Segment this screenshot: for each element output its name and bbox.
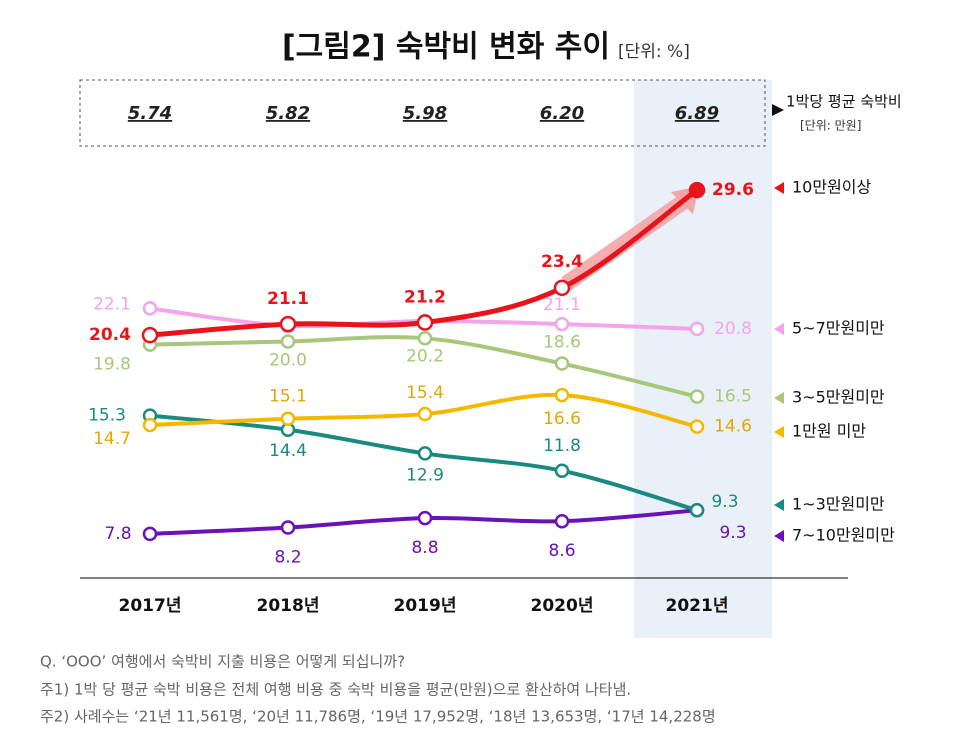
legend-label: 10만원이상 (792, 178, 872, 197)
data-label: 7.8 (104, 524, 131, 544)
data-point (554, 513, 570, 529)
x-tick-label: 2017년 (119, 596, 182, 616)
data-label: 15.4 (406, 383, 444, 403)
legend-arrow (774, 530, 784, 542)
data-label: 8.6 (548, 541, 575, 561)
note: 주2) 사례수는 ‘21년 11,561명, ‘20년 11,786명, ‘19… (40, 708, 716, 726)
data-point (280, 520, 296, 535)
legend-arrow (774, 323, 784, 335)
data-point (417, 406, 433, 422)
data-point (417, 446, 433, 461)
average-value: 6.89 (675, 103, 719, 124)
legend-label: 1만원 미만 (792, 422, 866, 441)
legend-arrow (774, 182, 784, 194)
x-tick-label: 2018년 (257, 596, 320, 616)
data-point (554, 356, 570, 371)
average-value: 6.20 (540, 103, 584, 124)
data-label: 21.1 (543, 295, 581, 315)
data-point (554, 316, 570, 332)
average-arrow (772, 104, 784, 116)
average-value: 5.98 (403, 103, 447, 124)
note: 주1) 1박 당 평균 숙박 비용은 전체 여행 비용 중 숙박 비용을 평균(… (40, 681, 631, 699)
data-label: 22.1 (93, 294, 131, 314)
legend-label: 7~10만원미만 (792, 526, 895, 545)
data-label: 15.3 (88, 406, 126, 426)
data-point (416, 314, 434, 331)
data-label: 14.7 (93, 429, 131, 449)
plot: 7.8 8.2 8.8 8.6 9.3 7~10만원미만 15.3 14.4 12.9 11.8 9… (88, 178, 895, 568)
x-tick-label: 2019년 (394, 596, 457, 616)
x-tick-label: 2021년 (666, 596, 729, 616)
data-point (417, 331, 433, 346)
data-point (689, 419, 705, 434)
data-label: 15.1 (269, 387, 307, 407)
data-label: 29.6 (712, 180, 754, 200)
data-point (280, 334, 296, 349)
data-label: 20.0 (269, 350, 307, 370)
chart-title: [그림2] 숙박비 변화 추이 (282, 30, 610, 65)
data-label: 9.3 (711, 492, 738, 512)
data-point (141, 326, 159, 344)
data-label: 16.5 (714, 387, 752, 407)
data-point (689, 389, 705, 404)
legend-arrow (774, 392, 784, 404)
data-point (280, 411, 296, 426)
data-label: 8.8 (411, 538, 438, 558)
legend-label: 3~5만원미만 (792, 388, 885, 407)
data-point (554, 387, 570, 403)
average-value: 5.74 (128, 103, 172, 124)
data-point (688, 181, 706, 199)
data-label: 11.8 (543, 436, 581, 456)
data-point (553, 279, 571, 297)
legend-arrow (774, 499, 784, 511)
data-point (689, 321, 705, 337)
data-label: 9.3 (719, 523, 746, 543)
data-point (142, 526, 158, 542)
unit: [단위: %] (618, 42, 690, 62)
data-label: 23.4 (541, 252, 583, 272)
data-label: 14.4 (269, 441, 307, 461)
legend-label: 5~7만원미만 (792, 319, 885, 338)
data-label: 8.2 (274, 548, 301, 568)
data-label: 21.1 (267, 289, 309, 309)
data-point (142, 417, 158, 433)
data-label: 20.8 (714, 319, 752, 339)
data-label: 21.2 (404, 288, 446, 308)
x-tick-label: 2020년 (531, 596, 594, 616)
legend-label: 1~3만원미만 (792, 495, 885, 514)
legend-arrow (774, 426, 784, 438)
average-value: 5.82 (266, 103, 310, 124)
data-label: 19.8 (93, 355, 131, 375)
data-point (142, 301, 158, 316)
data-label: 14.6 (714, 417, 752, 437)
average-unit: [단위: 만원] (800, 119, 861, 133)
data-point (417, 510, 433, 526)
average-box (79, 79, 766, 147)
data-label: 16.6 (543, 409, 581, 429)
data-label: 12.9 (406, 465, 444, 485)
data-point (554, 463, 570, 479)
data-label: 20.2 (406, 346, 444, 366)
data-label: 20.4 (89, 325, 131, 345)
average-label: 1박당 평균 숙박비 (786, 93, 902, 111)
note: Q. ‘OOO’ 여행에서 숙박비 지출 비용은 어떻게 되십니까? (40, 653, 405, 671)
data-point (279, 315, 297, 333)
highlight-column (634, 80, 772, 638)
data-label: 18.6 (543, 333, 581, 353)
data-point (689, 502, 705, 518)
